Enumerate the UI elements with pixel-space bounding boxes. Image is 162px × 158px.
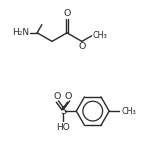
Text: HO: HO	[56, 124, 70, 132]
Text: S: S	[60, 106, 66, 116]
Text: O: O	[65, 92, 72, 101]
Text: CH₃: CH₃	[121, 107, 136, 116]
Text: O: O	[54, 92, 61, 101]
Text: O: O	[78, 42, 86, 51]
Text: O: O	[63, 9, 71, 18]
Text: CH₃: CH₃	[93, 31, 107, 40]
Text: H₂N: H₂N	[12, 28, 29, 37]
